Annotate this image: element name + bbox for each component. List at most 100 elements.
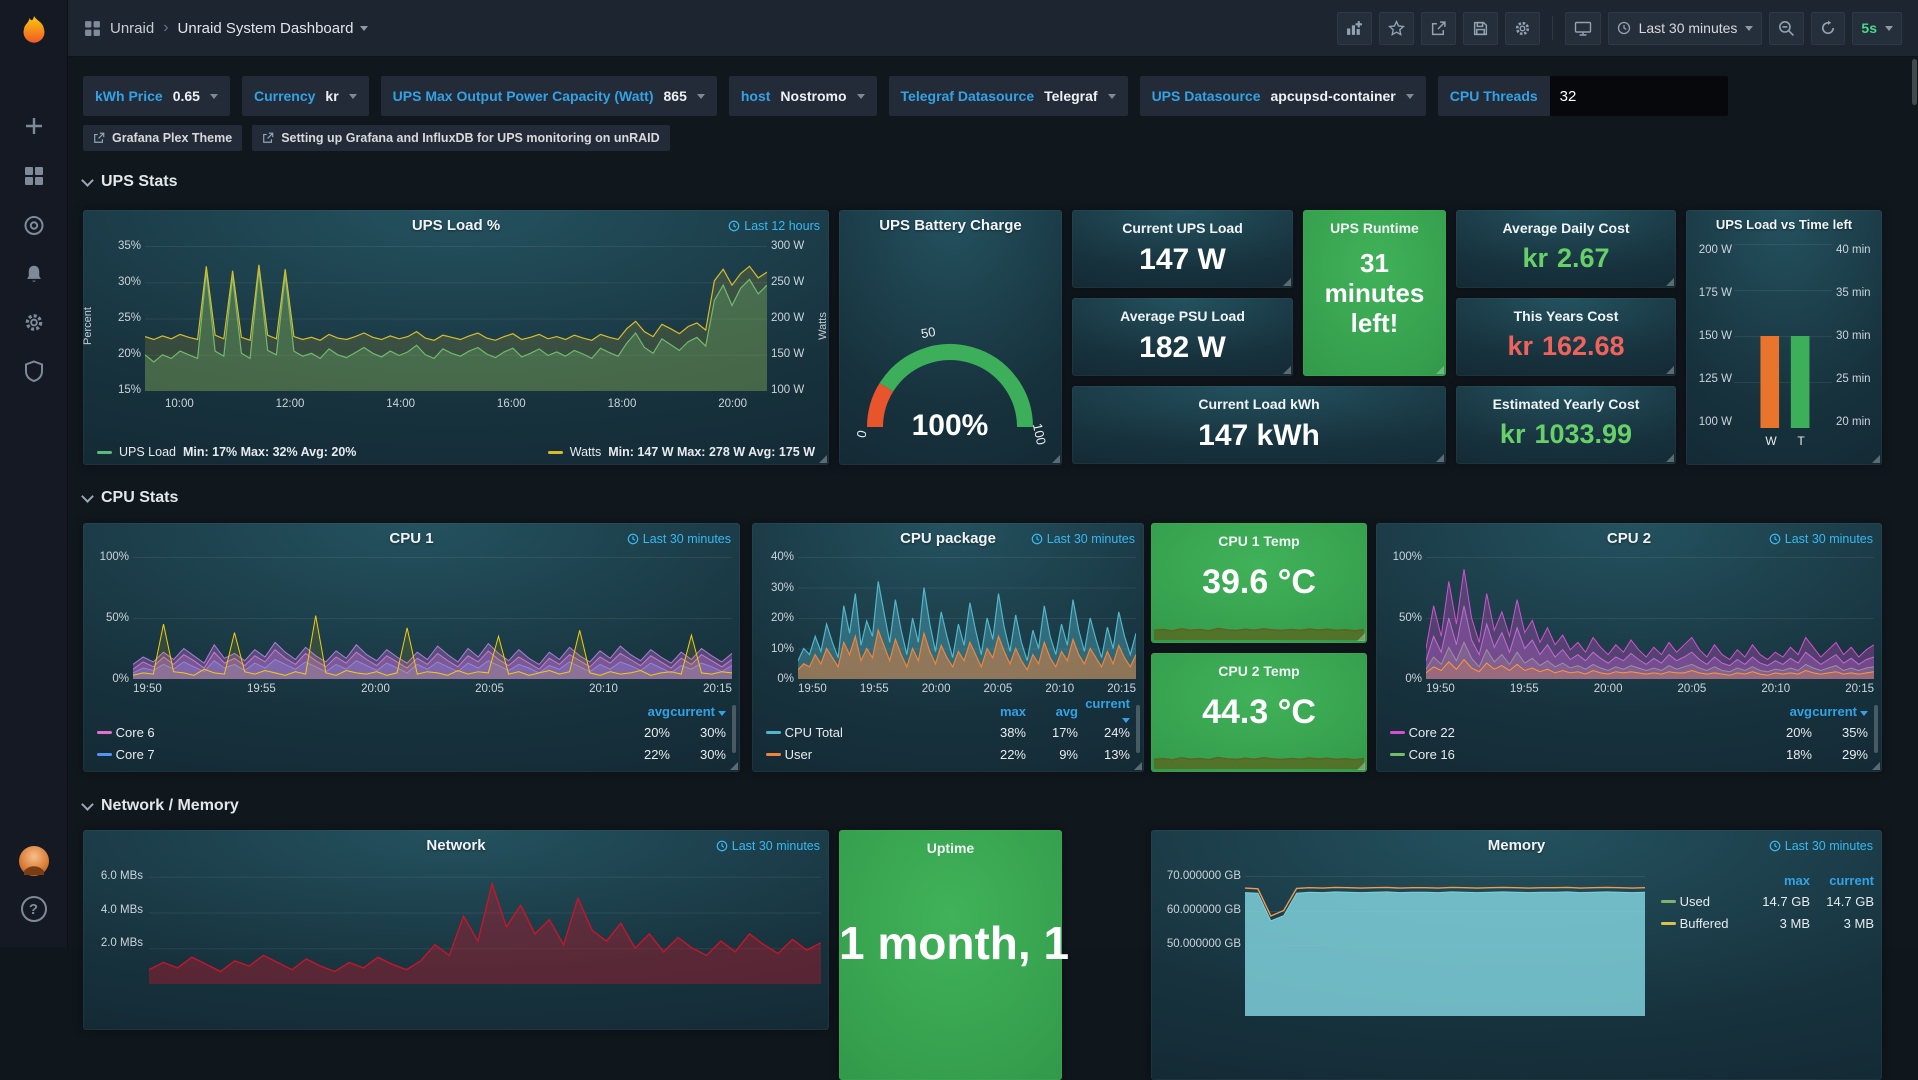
panel-resize-handle[interactable]: [1666, 366, 1674, 374]
panel-resize-handle[interactable]: [1052, 455, 1060, 463]
panel-resize-handle[interactable]: [730, 762, 738, 770]
panel-title[interactable]: Average PSU Load: [1120, 308, 1245, 324]
panel-title[interactable]: CPU 1 Temp: [1218, 533, 1300, 549]
legend-col-avg[interactable]: avg: [647, 703, 670, 719]
legend-col-max[interactable]: max: [999, 703, 1026, 719]
legend-col-current[interactable]: current: [1812, 704, 1868, 719]
refresh-interval-picker[interactable]: 5s: [1852, 11, 1902, 45]
variable-dropdown[interactable]: Currency kr: [241, 76, 369, 116]
panel-title[interactable]: This Years Cost: [1513, 308, 1619, 324]
panel-resize-handle[interactable]: [1357, 633, 1365, 641]
variable-dropdown[interactable]: Telegraf Datasource Telegraf: [888, 76, 1128, 116]
dashboard-link[interactable]: Setting up Grafana and InfluxDB for UPS …: [252, 125, 670, 151]
legend-series-name[interactable]: Core 22: [1408, 724, 1455, 740]
legend-series-name[interactable]: Buffered: [1679, 915, 1729, 931]
panel-title[interactable]: UPS Load vs Time left: [1715, 217, 1853, 232]
cpu2-chart[interactable]: [1426, 557, 1874, 679]
help-icon[interactable]: ?: [20, 896, 47, 922]
section-cpu-stats[interactable]: CPU Stats: [81, 489, 178, 507]
panel-title[interactable]: Uptime: [926, 840, 975, 856]
legend-series-name[interactable]: User: [784, 746, 813, 762]
zoom-out-button[interactable]: [1769, 11, 1805, 45]
cpu1-chart[interactable]: [133, 557, 732, 679]
cpu-threads-input[interactable]: [1549, 76, 1728, 116]
panel-resize-handle[interactable]: [1436, 366, 1444, 374]
legend-item[interactable]: Watts Min: 147 W Max: 278 W Avg: 175 W: [547, 445, 815, 459]
share-button[interactable]: [1420, 11, 1456, 45]
panel-resize-handle[interactable]: [1872, 762, 1880, 770]
variable-dropdown[interactable]: kWh Price 0.65: [83, 76, 230, 116]
dashboard-link[interactable]: Grafana Plex Theme: [83, 125, 243, 151]
star-button[interactable]: [1378, 11, 1414, 45]
panel-title[interactable]: CPU 2 Temp: [1218, 663, 1300, 679]
dashboard-settings-button[interactable]: [1504, 11, 1540, 45]
panel-title[interactable]: Memory: [1487, 837, 1546, 854]
panel-resize-handle[interactable]: [1357, 762, 1365, 770]
time-range-picker[interactable]: Last 30 minutes: [1607, 11, 1763, 45]
load-vs-time-bar-chart[interactable]: [1734, 244, 1832, 428]
breadcrumb-folder[interactable]: Unraid: [110, 19, 155, 37]
network-chart[interactable]: [149, 866, 821, 984]
panel-title[interactable]: Current UPS Load: [1122, 220, 1243, 236]
explore-icon[interactable]: [23, 215, 44, 236]
legend-scrollbar-thumb[interactable]: [732, 705, 736, 753]
dashboards-icon[interactable]: [24, 166, 44, 186]
panel-resize-handle[interactable]: [1283, 278, 1291, 286]
panel-title[interactable]: UPS Load %: [411, 217, 501, 234]
variable-dropdown[interactable]: host Nostromo: [728, 76, 877, 116]
legend-col-avg[interactable]: avg: [1789, 703, 1812, 719]
grafana-logo-icon[interactable]: [16, 12, 52, 48]
x-tick: 20:10: [1045, 683, 1075, 695]
legend-item[interactable]: UPS Load Min: 17% Max: 32% Avg: 20%: [97, 445, 356, 459]
legend-series-name[interactable]: Core 6: [115, 724, 155, 740]
legend-table: max avg current CPU Total 38% 17% 24%: [766, 696, 1130, 765]
section-network-memory[interactable]: Network / Memory: [81, 797, 239, 815]
y-tick: 150 W: [1698, 330, 1732, 342]
user-avatar[interactable]: [18, 845, 50, 877]
panel-title[interactable]: Estimated Yearly Cost: [1492, 396, 1640, 412]
page-scrollbar-thumb[interactable]: [1912, 59, 1917, 105]
memory-chart[interactable]: [1245, 866, 1645, 1016]
panel-resize-handle[interactable]: [819, 455, 827, 463]
legend-col-current[interactable]: current: [1078, 696, 1130, 726]
legend-col-max[interactable]: max: [1783, 872, 1810, 888]
refresh-button[interactable]: [1811, 11, 1846, 45]
panel-title[interactable]: CPU package: [900, 530, 996, 547]
section-ups-stats[interactable]: UPS Stats: [81, 173, 177, 191]
legend-col-avg[interactable]: avg: [1055, 703, 1078, 719]
section-title: Network / Memory: [101, 797, 239, 814]
panel-resize-handle[interactable]: [1666, 454, 1674, 462]
legend-series-name[interactable]: CPU Total: [784, 724, 843, 740]
legend-col-current[interactable]: current: [670, 704, 726, 719]
panel-resize-handle[interactable]: [1436, 454, 1444, 462]
cpu-package-chart[interactable]: [798, 557, 1136, 679]
legend-scrollbar-thumb[interactable]: [1874, 705, 1878, 753]
cycle-view-button[interactable]: [1564, 11, 1601, 45]
panel-title[interactable]: Current Load kWh: [1198, 396, 1320, 412]
variable-dropdown[interactable]: UPS Datasource apcupsd-container: [1139, 76, 1426, 116]
legend-series-name[interactable]: Used: [1679, 893, 1710, 909]
panel-title[interactable]: Average Daily Cost: [1502, 220, 1630, 236]
panel-resize-handle[interactable]: [1283, 366, 1291, 374]
legend-series-name[interactable]: Core 16: [1408, 746, 1455, 762]
ups-load-chart[interactable]: [145, 246, 767, 391]
panel-resize-handle[interactable]: [1872, 455, 1880, 463]
legend-col-current[interactable]: current: [1829, 872, 1874, 888]
legend-series-name[interactable]: Core 7: [115, 746, 155, 762]
save-button[interactable]: [1462, 11, 1498, 45]
panel-title[interactable]: CPU 2: [1606, 530, 1652, 547]
panel-title[interactable]: UPS Battery Charge: [879, 217, 1022, 234]
breadcrumb-dashboard[interactable]: Unraid System Dashboard: [178, 20, 369, 37]
variable-dropdown[interactable]: UPS Max Output Power Capacity (Watt) 865: [380, 76, 717, 116]
alerting-bell-icon[interactable]: [23, 264, 44, 285]
panel-resize-handle[interactable]: [1666, 278, 1674, 286]
panel-title[interactable]: Network: [426, 837, 486, 854]
panel-resize-handle[interactable]: [1134, 762, 1142, 770]
create-plus-icon[interactable]: [24, 116, 44, 136]
add-panel-button[interactable]: [1336, 11, 1372, 45]
configuration-gear-icon[interactable]: [23, 312, 44, 333]
legend-scrollbar-thumb[interactable]: [1136, 705, 1140, 753]
panel-title[interactable]: UPS Runtime: [1330, 220, 1419, 236]
panel-title[interactable]: CPU 1: [389, 530, 434, 547]
server-admin-shield-icon[interactable]: [24, 360, 44, 382]
